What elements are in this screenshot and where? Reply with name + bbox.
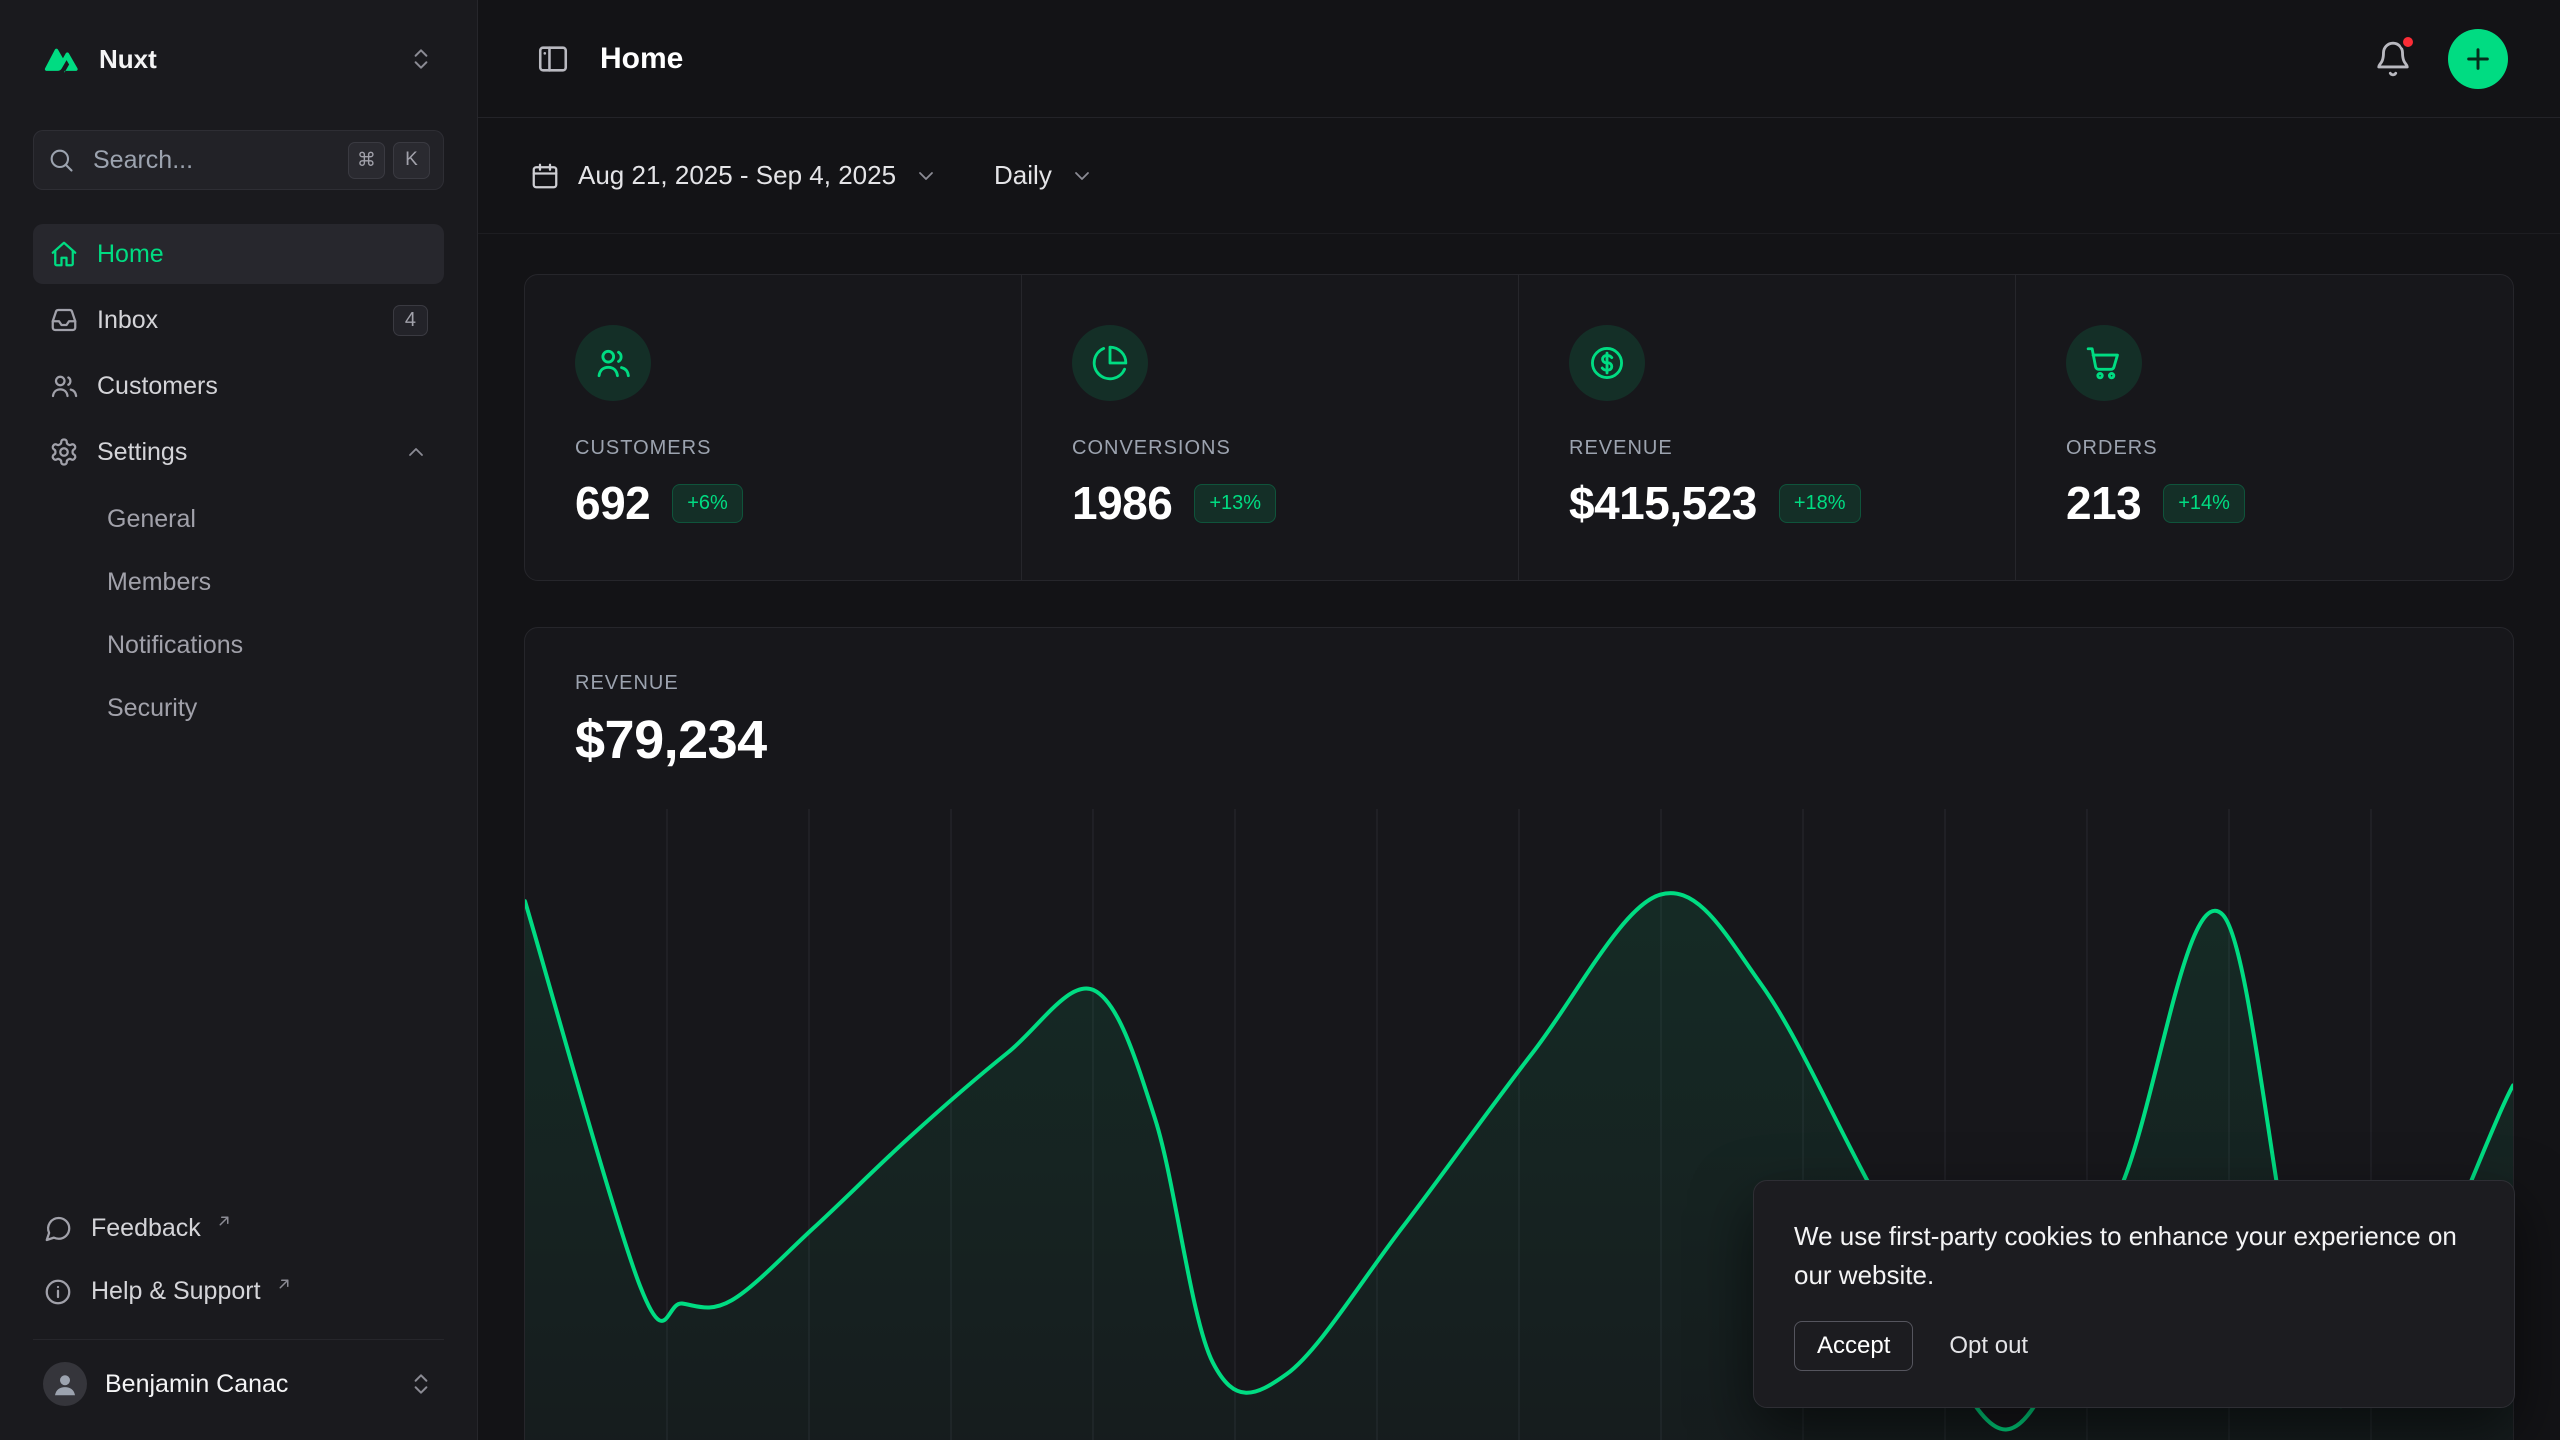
users-icon (575, 325, 651, 401)
stat-card-revenue[interactable]: REVENUE $415,523 +18% (1519, 275, 2016, 580)
feedback-link[interactable]: Feedback (33, 1197, 444, 1260)
sidebar: Nuxt Search... ⌘ K Home (0, 0, 478, 1440)
help-support-link[interactable]: Help & Support (33, 1260, 444, 1323)
subnav-label: Notifications (107, 631, 244, 659)
sidebar-item-label: Inbox (97, 305, 159, 334)
panel-left-icon (536, 42, 570, 76)
date-range-label: Aug 21, 2025 - Sep 4, 2025 (578, 160, 897, 190)
workspace-switcher[interactable]: Nuxt (33, 30, 444, 88)
sidebar-toggle-button[interactable] (530, 36, 576, 82)
stat-value: $415,523 (1569, 477, 1757, 529)
granularity-select[interactable]: Daily (994, 160, 1094, 191)
search-icon (47, 146, 75, 174)
sidebar-item-general[interactable]: General (33, 488, 444, 551)
user-name: Benjamin Canac (105, 1369, 289, 1398)
calendar-icon (530, 161, 560, 191)
main-area: Home Aug 21, (478, 0, 2560, 1440)
revenue-chart-label: REVENUE (575, 672, 679, 694)
revenue-chart-value: $79,234 (575, 710, 767, 770)
feedback-label: Feedback (91, 1214, 201, 1242)
kbd-cmd: ⌘ (348, 141, 385, 179)
stat-delta-badge: +13% (1194, 483, 1277, 523)
workspace-name: Nuxt (99, 43, 157, 74)
stat-label: CUSTOMERS (575, 437, 712, 459)
subnav-label: Security (107, 694, 198, 722)
chevron-down-icon (1070, 164, 1094, 188)
sidebar-item-label: Home (97, 239, 164, 268)
user-menu[interactable]: Benjamin Canac (33, 1339, 444, 1420)
chevron-up-down-icon (408, 1371, 434, 1397)
sidebar-item-security[interactable]: Security (33, 677, 444, 740)
cookie-banner: We use first-party cookies to enhance yo… (1753, 1180, 2515, 1408)
granularity-label: Daily (994, 160, 1052, 190)
chevron-up-icon (404, 440, 428, 464)
stat-delta-badge: +14% (2163, 483, 2245, 523)
subnav-label: Members (107, 568, 212, 596)
sidebar-item-inbox[interactable]: Inbox 4 (33, 290, 444, 350)
stat-value: 1986 (1072, 477, 1173, 529)
stat-label: CONVERSIONS (1072, 437, 1231, 459)
inbox-icon (49, 305, 79, 335)
stat-value: 213 (2066, 477, 2142, 529)
external-link-icon (215, 1212, 233, 1230)
accept-button[interactable]: Accept (1794, 1321, 1914, 1371)
add-button[interactable] (2448, 28, 2508, 89)
external-link-icon (275, 1275, 293, 1293)
cookie-message: We use first-party cookies to enhance yo… (1794, 1221, 2457, 1290)
notification-dot (2400, 33, 2416, 50)
bell-icon (2374, 40, 2412, 78)
sidebar-item-label: Settings (97, 437, 188, 466)
dollar-circle-icon (1569, 325, 1645, 401)
notifications-button[interactable] (2368, 33, 2418, 84)
topbar-actions (2368, 28, 2508, 89)
home-icon (49, 239, 79, 269)
chevron-up-down-icon (408, 46, 434, 72)
avatar (43, 1362, 87, 1406)
info-circle-icon (43, 1277, 73, 1307)
subnav-label: General (107, 505, 196, 533)
chevron-down-icon (914, 164, 938, 188)
sidebar-item-label: Customers (97, 371, 218, 400)
help-support-label: Help & Support (91, 1277, 261, 1305)
sidebar-item-notifications[interactable]: Notifications (33, 614, 444, 677)
search-input[interactable]: Search... ⌘ K (33, 130, 444, 190)
stat-delta-badge: +6% (672, 483, 743, 523)
cart-icon (2066, 325, 2142, 401)
nuxt-logo-icon (43, 40, 81, 78)
stat-card-orders[interactable]: ORDERS 213 +14% (2016, 275, 2513, 580)
plus-icon (2462, 43, 2494, 75)
sidebar-item-customers[interactable]: Customers (33, 356, 444, 416)
sidebar-nav: Home Inbox 4 Customers Settings (33, 224, 444, 740)
sidebar-item-settings[interactable]: Settings (33, 422, 444, 482)
filter-toolbar: Aug 21, 2025 - Sep 4, 2025 Daily (478, 118, 2560, 234)
cookie-actions: Accept Opt out (1794, 1321, 2474, 1371)
page-title: Home (600, 41, 684, 75)
stat-label: REVENUE (1569, 437, 1673, 459)
inbox-count-badge: 4 (392, 304, 428, 336)
topbar: Home (478, 0, 2560, 118)
search-shortcut: ⌘ K (348, 141, 430, 179)
users-icon (49, 371, 79, 401)
sidebar-item-members[interactable]: Members (33, 551, 444, 614)
stat-card-customers[interactable]: CUSTOMERS 692 +6% (525, 275, 1022, 580)
settings-subnav: General Members Notifications Security (33, 488, 444, 740)
stat-card-conversions[interactable]: CONVERSIONS 1986 +13% (1022, 275, 1519, 580)
pie-chart-icon (1072, 325, 1148, 401)
stat-value: 692 (575, 477, 651, 529)
search-placeholder: Search... (93, 145, 194, 174)
stat-delta-badge: +18% (1778, 483, 1861, 523)
gear-icon (49, 437, 79, 467)
sidebar-spacer (33, 740, 444, 1197)
revenue-line (525, 893, 2513, 1429)
revenue-chart-header: REVENUE $79,234 (525, 628, 2513, 771)
revenue-area-fill (525, 893, 2513, 1440)
sidebar-item-home[interactable]: Home (33, 224, 444, 284)
opt-out-button[interactable]: Opt out (1949, 1332, 2029, 1359)
stats-row: CUSTOMERS 692 +6% CONVERSIONS 1986 +13% (524, 274, 2514, 581)
chat-bubble-icon (43, 1214, 73, 1244)
date-range-picker[interactable]: Aug 21, 2025 - Sep 4, 2025 (530, 160, 938, 191)
kbd-k: K (393, 141, 430, 179)
stat-label: ORDERS (2066, 437, 2158, 459)
